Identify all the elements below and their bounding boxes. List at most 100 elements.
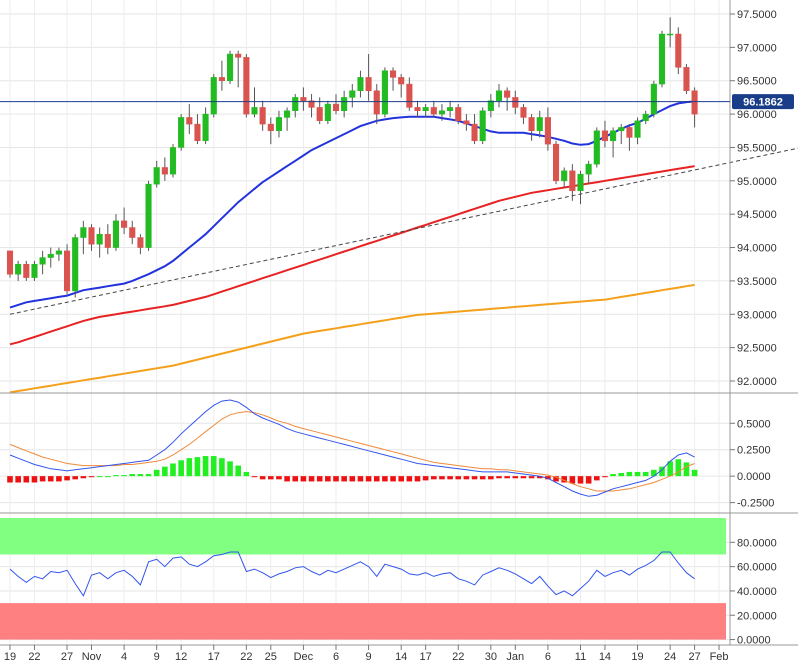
candle-body-60: [495, 90, 503, 101]
sma200-line: [9, 283, 695, 394]
candle-body-48: [398, 77, 405, 85]
candle-body-63: [520, 107, 527, 118]
macd-bar-27: [227, 461, 233, 477]
rsi-line: [9, 551, 695, 597]
macd-bar-42: [349, 476, 356, 482]
candle-body-62: [512, 97, 519, 108]
price-y-tick-label-8: 93.5000: [737, 276, 777, 288]
x-tick-label-14: 17: [420, 651, 432, 663]
macd-bar-13: [113, 475, 119, 477]
macd-bar-79: [651, 469, 657, 477]
price-y-tick-label-5: 95.0000: [737, 176, 777, 188]
x-tick-label-12: 9: [366, 651, 372, 663]
candle-body-61: [504, 90, 511, 98]
macd-bar-36: [300, 476, 307, 482]
price-y-tick-label-0: 97.5000: [737, 9, 777, 21]
x-tick-label-7: 17: [208, 651, 220, 663]
candle-body-19: [161, 167, 168, 175]
macd-bar-23: [194, 457, 201, 477]
candle-body-66: [544, 117, 551, 145]
macd-bar-49: [406, 476, 413, 482]
candle-body-16: [137, 237, 144, 248]
candle-body-71: [585, 163, 592, 175]
macd-y-tick-label-0: 0.5000: [737, 418, 771, 430]
x-tick-label-19: 11: [575, 651, 586, 663]
candle-body-76: [626, 127, 633, 138]
candle-body-22: [186, 117, 193, 125]
candle-body-44: [365, 77, 372, 91]
price-y-tick-label-2: 96.5000: [737, 76, 777, 88]
macd-bar-68: [561, 476, 567, 483]
candle-body-7: [64, 250, 71, 292]
candle-body-9: [80, 227, 87, 238]
candle-body-14: [121, 220, 128, 228]
support-trendline: [9, 147, 798, 315]
candle-body-40: [332, 103, 340, 112]
macd-bar-19: [162, 466, 168, 477]
x-tick-label-10: Dec: [294, 651, 314, 663]
rsi-y-tick-label-2: 40.0000: [737, 586, 777, 598]
macd-bar-31: [259, 476, 266, 480]
macd-bar-35: [292, 476, 299, 482]
candle-body-25: [210, 77, 217, 115]
x-tick-label-11: 6: [333, 651, 339, 663]
macd-bar-47: [390, 476, 396, 482]
macd-bar-2: [23, 476, 30, 483]
candle-body-58: [479, 110, 486, 142]
candle-body-12: [104, 233, 111, 248]
candle-body-83: [683, 67, 690, 91]
macd-bar-15: [129, 474, 136, 477]
x-tick-label-6: 12: [175, 651, 187, 663]
x-tick-label-17: Jan: [506, 651, 524, 663]
candle-body-34: [284, 110, 291, 118]
rsi-oversold-zone: [0, 603, 726, 640]
macd-bar-53: [439, 476, 445, 480]
macd-bar-33: [276, 476, 282, 480]
macd-y-tick-label-2: 0.0000: [737, 471, 771, 483]
macd-bar-41: [341, 476, 347, 482]
macd-bar-61: [504, 476, 510, 479]
macd-bar-66: [545, 476, 551, 480]
x-tick-label-15: 22: [452, 651, 464, 663]
macd-bar-6: [56, 476, 62, 482]
macd-bar-20: [170, 463, 176, 477]
macd-y-tick-label-1: 0.2500: [737, 445, 771, 457]
macd-bar-8: [72, 476, 78, 480]
rsi-overbought-zone: [0, 518, 726, 555]
candle-body-70: [577, 173, 584, 192]
macd-bar-1: [15, 476, 21, 483]
macd-bar-45: [373, 476, 380, 482]
macd-bar-64: [528, 476, 535, 479]
macd-bar-39: [325, 476, 331, 482]
macd-bar-9: [80, 476, 87, 479]
macd-bar-44: [365, 476, 372, 482]
x-tick-label-8: 22: [240, 651, 252, 663]
macd-histogram: [7, 456, 698, 484]
macd-bar-81: [667, 461, 673, 477]
macd-signal-line: [9, 411, 695, 492]
x-tick-label-22: 24: [664, 651, 676, 663]
price-y-tick-label-4: 95.5000: [737, 142, 777, 154]
macd-bar-75: [618, 472, 625, 477]
price-y-tick-label-9: 93.0000: [737, 309, 777, 321]
macd-bar-37: [308, 476, 315, 482]
macd-y-tick-label-3: -0.2500: [737, 498, 774, 510]
macd-bar-60: [496, 476, 502, 479]
candle-body-35: [292, 97, 299, 112]
candle-body-11: [96, 233, 103, 245]
candle-body-46: [381, 70, 388, 115]
rsi-y-tick-label-0: 80.0000: [737, 537, 777, 549]
macd-bar-56: [463, 476, 470, 480]
macd-bar-16: [137, 474, 144, 477]
macd-bar-5: [47, 476, 54, 482]
macd-bar-30: [251, 476, 258, 478]
x-tick-label-24: Feb: [710, 651, 729, 663]
macd-bar-80: [659, 466, 665, 477]
candle-body-1: [15, 263, 22, 275]
x-tick-label-9: 25: [265, 651, 277, 663]
candle-body-10: [88, 227, 95, 245]
candle-body-75: [618, 127, 625, 132]
price-y-tick-label-10: 92.5000: [737, 343, 777, 355]
macd-bar-51: [422, 476, 429, 481]
macd-bar-69: [569, 476, 576, 484]
